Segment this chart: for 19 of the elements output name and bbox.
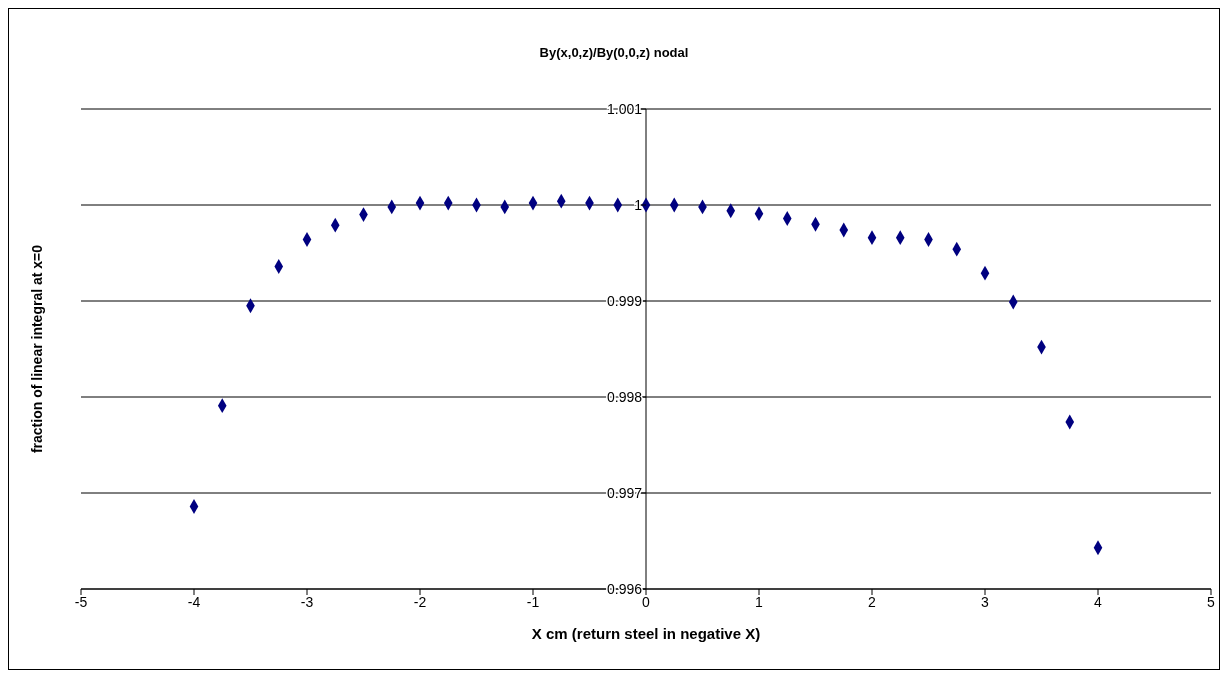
x-tick-label: -5 bbox=[74, 593, 88, 610]
x-axis-title: X cm (return steel in negative X) bbox=[531, 625, 761, 642]
x-tick-label: -4 bbox=[187, 593, 201, 610]
x-tick-label: 3 bbox=[981, 593, 990, 610]
x-tick-label: -2 bbox=[413, 593, 427, 610]
x-tick-label: 5 bbox=[1207, 593, 1216, 610]
y-axis-title: fraction of linear integral at x=0 bbox=[28, 244, 45, 454]
y-tick-label: 0.999 bbox=[606, 293, 643, 309]
y-tick-label: 0.998 bbox=[606, 389, 643, 405]
x-tick-label: -1 bbox=[526, 593, 540, 610]
x-tick-label: 4 bbox=[1094, 593, 1103, 610]
x-tick-label: 1 bbox=[755, 593, 764, 610]
x-tick-label: 0 bbox=[642, 593, 651, 610]
y-tick-label: 0.997 bbox=[606, 485, 643, 501]
chart-title: By(x,0,z)/By(0,0,z) nodal bbox=[538, 45, 690, 60]
y-tick-label: 1.001 bbox=[606, 101, 643, 117]
y-tick-label: 1 bbox=[634, 197, 643, 213]
x-tick-label: -3 bbox=[300, 593, 314, 610]
x-tick-label: 2 bbox=[868, 593, 877, 610]
